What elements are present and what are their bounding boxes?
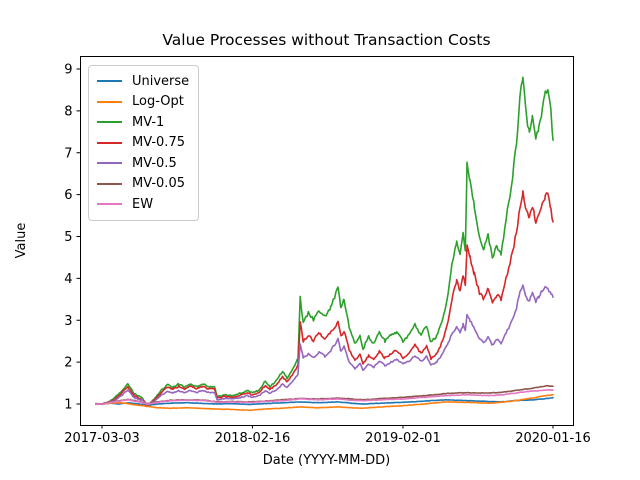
legend-line-swatch [97, 121, 122, 124]
legend-label: Log-Opt [132, 94, 184, 110]
plot-frame [80, 56, 574, 426]
legend-item-universe: Universe [97, 71, 189, 92]
x-tick-label: 2018-02-16 [215, 431, 291, 446]
y-axis-label: Value [14, 223, 29, 259]
x-tick-label: 2017-03-03 [64, 431, 140, 446]
y-tick-label: 6 [64, 188, 72, 203]
x-tick-label: 2020-01-16 [515, 431, 591, 446]
axes: 2017-03-03 2018-02-16 2019-02-01 2020-01-16… [64, 63, 591, 447]
legend-label: MV-0.5 [132, 155, 177, 171]
y-tick-label: 9 [64, 63, 72, 78]
legend-label: EW [132, 196, 154, 212]
y-tick-label: 7 [64, 146, 72, 161]
legend-item-ew: EW [97, 194, 189, 215]
legend-item-log-opt: Log-Opt [97, 92, 189, 113]
axes-frame [80, 56, 574, 426]
x-tick-label: 2019-02-01 [365, 431, 441, 446]
legend-item-mv-0.5: MV-0.5 [97, 153, 189, 174]
legend-label: MV-1 [132, 114, 165, 130]
y-tick-label: 3 [64, 314, 72, 329]
series-line-universe [95, 396, 554, 406]
legend-label: MV-0.05 [132, 176, 185, 192]
legend-item-mv-0.05: MV-0.05 [97, 174, 189, 195]
legend-item-mv-0.75: MV-0.75 [97, 133, 189, 154]
plot-series [95, 76, 554, 412]
legend-line-swatch [97, 203, 122, 206]
y-tick-label: 5 [64, 230, 72, 245]
series-line-log-opt [95, 394, 554, 412]
legend-label: Universe [132, 73, 190, 89]
legend-line-swatch [97, 141, 122, 144]
series-line-mv-0.75 [95, 190, 554, 407]
series-line-mv-1 [95, 76, 554, 407]
series-line-mv-0.5 [95, 284, 554, 406]
legend-line-swatch [97, 80, 122, 83]
legend-label: MV-0.75 [132, 135, 185, 151]
legend-line-swatch [97, 182, 122, 185]
legend-line-swatch [97, 162, 122, 165]
chart-title: Value Processes without Transaction Cost… [162, 31, 490, 49]
series-line-ew [95, 389, 554, 405]
y-tick-label: 4 [64, 272, 72, 287]
legend-item-mv-1: MV-1 [97, 112, 189, 133]
x-axis-label: Date (YYYY-MM-DD) [263, 453, 390, 468]
legend-line-swatch [97, 100, 122, 103]
y-tick-label: 1 [64, 398, 72, 413]
legend: Universe Log-Opt MV-1 MV-0.75 MV-0.5 MV-0.05 E… [88, 65, 200, 221]
y-tick-label: 2 [64, 356, 72, 371]
y-tick-label: 8 [64, 104, 72, 119]
